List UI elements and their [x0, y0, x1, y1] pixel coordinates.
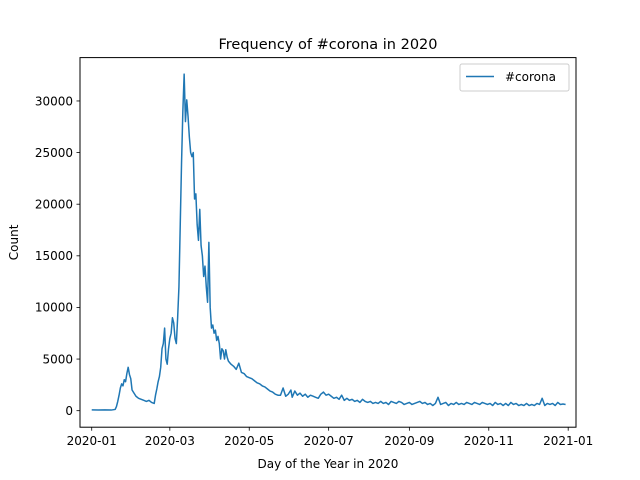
y-tick-label: 20000 — [35, 198, 73, 212]
y-tick-label: 0 — [65, 404, 73, 418]
x-tick-label: 2020-07 — [304, 434, 354, 448]
x-tick-label: 2020-09 — [384, 434, 434, 448]
x-tick-label: 2020-05 — [224, 434, 274, 448]
x-axis-ticks: 2020-01 2020-03 2020-05 2020-07 2020-09 2020-… — [67, 427, 593, 448]
y-tick-label: 5000 — [42, 352, 73, 366]
x-tick-label: 2021-01 — [543, 434, 593, 448]
x-tick-label: 2020-01 — [67, 434, 117, 448]
legend: #corona — [459, 63, 570, 92]
series-layer — [91, 73, 566, 411]
x-tick-label: 2020-11 — [464, 434, 514, 448]
x-tick-label: 2020-03 — [145, 434, 195, 448]
y-tick-label: 25000 — [35, 146, 73, 160]
y-axis-ticks: 0 5000 10000 15000 20000 25000 30000 — [35, 94, 80, 418]
series-line-corona — [91, 73, 566, 411]
chart-title: Frequency of #corona in 2020 — [218, 37, 437, 53]
legend-box — [459, 63, 570, 92]
x-axis-label: Day of the Year in 2020 — [258, 457, 399, 471]
y-tick-label: 10000 — [35, 301, 73, 315]
plot-frame — [79, 57, 577, 428]
y-tick-label: 30000 — [35, 94, 73, 108]
legend-entry-corona: #corona — [505, 70, 556, 84]
y-axis-label: Count — [7, 224, 21, 260]
y-tick-label: 15000 — [35, 249, 73, 263]
